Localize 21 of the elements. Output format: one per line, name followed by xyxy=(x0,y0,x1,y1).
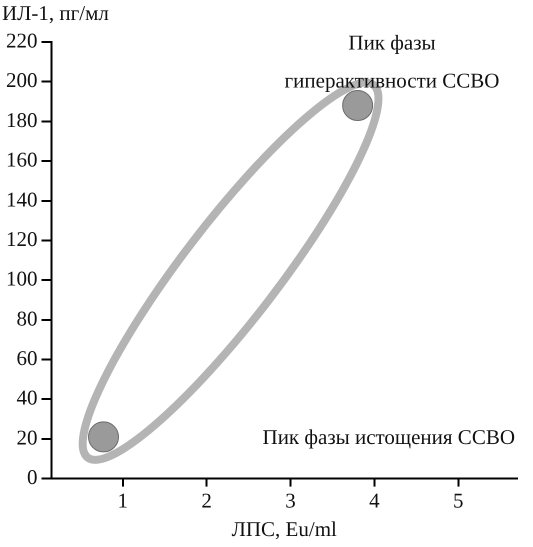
y-tick-label: 180 xyxy=(6,108,38,132)
y-tick-label: 40 xyxy=(16,386,38,410)
x-tick-label: 3 xyxy=(285,488,296,513)
y-tick-label: 140 xyxy=(6,187,38,212)
x-axis-title: ЛПС, Eu/ml xyxy=(232,516,338,541)
y-tick-label: 80 xyxy=(16,306,38,330)
x-tick-label: 1 xyxy=(118,488,128,513)
y-tick-label: 160 xyxy=(6,148,38,172)
y-axis-title: ИЛ-1, пг/мл xyxy=(2,1,109,26)
x-tick-label: 5 xyxy=(453,488,464,513)
y-tick-label: 60 xyxy=(16,346,38,370)
y-tick-label: 100 xyxy=(6,266,38,291)
annotation: Пик фазы гиперактивности ССВО xyxy=(284,30,500,93)
y-tick-label: 0 xyxy=(27,465,38,490)
x-tick-label: 4 xyxy=(369,488,380,513)
annotation: Пик фазы истощения ССВО xyxy=(262,425,515,450)
y-tick-label: 220 xyxy=(6,28,38,53)
y-tick-label: 120 xyxy=(6,226,38,251)
x-tick-label: 2 xyxy=(201,488,212,513)
y-tick-label: 20 xyxy=(16,425,38,450)
y-tick-label: 200 xyxy=(6,68,38,92)
